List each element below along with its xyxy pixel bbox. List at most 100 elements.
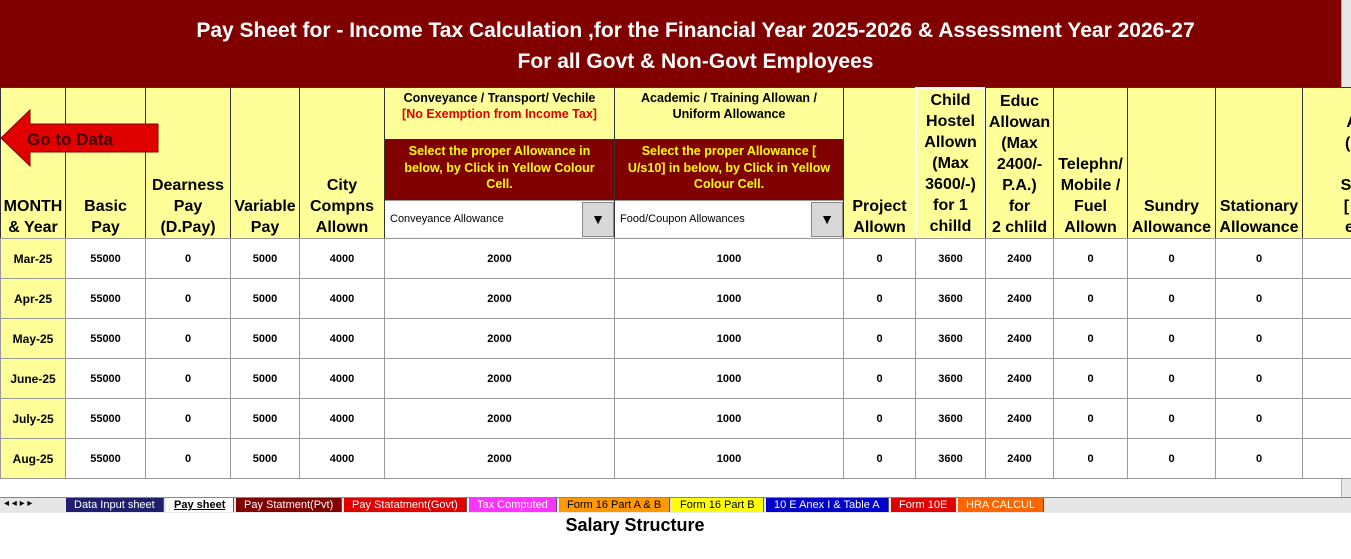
month-cell[interactable]: Aug-25	[0, 438, 66, 479]
value-cell[interactable]: 5000	[230, 438, 300, 479]
sheet-tab[interactable]: Form 10E	[891, 498, 957, 512]
value-cell[interactable]: 3600	[915, 358, 986, 399]
value-cell[interactable]: 0	[843, 398, 916, 439]
value-cell[interactable]: 0	[145, 318, 231, 359]
value-cell[interactable]: 2400	[985, 238, 1054, 279]
month-cell[interactable]: May-25	[0, 318, 66, 359]
value-cell[interactable]: 0	[1215, 238, 1303, 279]
dropdown-button[interactable]: ▼	[811, 201, 843, 237]
sheet-tab[interactable]: Pay sheet	[166, 498, 235, 512]
value-cell[interactable]: 0	[1053, 438, 1128, 479]
dropdown-button[interactable]: ▼	[582, 201, 614, 237]
value-cell[interactable]: 0	[145, 278, 231, 319]
value-cell[interactable]: 0	[1127, 318, 1216, 359]
value-cell[interactable]: 55000	[65, 238, 146, 279]
value-cell[interactable]: 0	[145, 398, 231, 439]
value-cell[interactable]: 1000	[614, 438, 844, 479]
value-cell[interactable]: 0	[1053, 358, 1128, 399]
value-cell[interactable]: 55000	[65, 358, 146, 399]
value-cell[interactable]: 5000	[230, 238, 300, 279]
value-cell[interactable]: 4000	[299, 278, 385, 319]
value-cell[interactable]: 55000	[65, 318, 146, 359]
value-cell[interactable]: 2000	[384, 358, 615, 399]
value-cell[interactable]: 2000	[384, 278, 615, 319]
month-cell[interactable]: Mar-25	[0, 238, 66, 279]
value-cell[interactable]: 2400	[985, 438, 1054, 479]
tab-nav[interactable]: ◂ ◂ ▸ ▸	[4, 498, 33, 509]
value-cell[interactable]: 0	[145, 238, 231, 279]
value-cell[interactable]: 0	[1215, 318, 1303, 359]
value-cell[interactable]: 0	[843, 238, 916, 279]
value-cell[interactable]: 2000	[384, 438, 615, 479]
go-to-data-label[interactable]: Go to Data	[27, 130, 113, 149]
value-cell[interactable]: 0	[1127, 238, 1216, 279]
sheet-tab[interactable]: Form 16 Part B	[672, 498, 764, 512]
value-cell[interactable]: 3600	[915, 238, 986, 279]
value-cell[interactable]: 4000	[299, 358, 385, 399]
dropdown[interactable]: Conveyance Allowance ▼	[385, 200, 614, 237]
value-cell[interactable]	[1302, 398, 1351, 439]
value-cell[interactable]: 3600	[915, 438, 986, 479]
value-cell[interactable]	[1302, 238, 1351, 279]
value-cell[interactable]: 4000	[299, 318, 385, 359]
value-cell[interactable]: 2400	[985, 358, 1054, 399]
value-cell[interactable]: 1000	[614, 318, 844, 359]
sheet-tab[interactable]: Data Input sheet	[66, 498, 164, 512]
value-cell[interactable]: 5000	[230, 358, 300, 399]
value-cell[interactable]: 4000	[299, 438, 385, 479]
value-cell[interactable]: 0	[1127, 358, 1216, 399]
month-cell[interactable]: Apr-25	[0, 278, 66, 319]
value-cell[interactable]: 1000	[614, 358, 844, 399]
value-cell[interactable]: 0	[1127, 398, 1216, 439]
value-cell[interactable]: 3600	[915, 398, 986, 439]
value-cell[interactable]: 0	[1053, 398, 1128, 439]
value-cell[interactable]: 0	[1127, 278, 1216, 319]
value-cell[interactable]: 0	[1215, 438, 1303, 479]
sheet-tab[interactable]: Pay Statment(Pvt)	[236, 498, 343, 512]
value-cell[interactable]: 0	[1215, 278, 1303, 319]
value-cell[interactable]: 0	[843, 358, 916, 399]
dropdown[interactable]: Food/Coupon Allowances ▼	[615, 200, 843, 237]
value-cell[interactable]: 2400	[985, 398, 1054, 439]
value-cell[interactable]: 4000	[299, 398, 385, 439]
value-cell[interactable]: 4000	[299, 238, 385, 279]
sheet-tab[interactable]: Pay Statatment(Govt)	[344, 498, 467, 512]
value-cell[interactable]: 1000	[614, 398, 844, 439]
value-cell[interactable]: 3600	[915, 318, 986, 359]
value-cell[interactable]: 0	[145, 438, 231, 479]
value-cell[interactable]: 2000	[384, 318, 615, 359]
value-cell[interactable]: 55000	[65, 438, 146, 479]
value-cell[interactable]: 0	[1215, 358, 1303, 399]
value-cell[interactable]	[1302, 358, 1351, 399]
sheet-tab[interactable]: 10 E Anex I & Table A	[766, 498, 889, 512]
sheet-tab[interactable]: Tax Computed	[469, 498, 557, 512]
month-cell[interactable]: July-25	[0, 398, 66, 439]
value-cell[interactable]: 0	[1053, 318, 1128, 359]
sheet-tab[interactable]: Form 16 Part A & B	[559, 498, 671, 512]
value-cell[interactable]: 3600	[915, 278, 986, 319]
value-cell[interactable]	[1302, 278, 1351, 319]
value-cell[interactable]: 2400	[985, 278, 1054, 319]
month-cell[interactable]: June-25	[0, 358, 66, 399]
value-cell[interactable]: 55000	[65, 278, 146, 319]
value-cell[interactable]: 0	[1127, 438, 1216, 479]
arrow-shape[interactable]	[0, 109, 159, 167]
sheet-tab[interactable]: HRA CALCUL	[958, 498, 1045, 512]
value-cell[interactable]: 55000	[65, 398, 146, 439]
value-cell[interactable]: 2000	[384, 398, 615, 439]
value-cell[interactable]	[1302, 438, 1351, 479]
value-cell[interactable]: 5000	[230, 318, 300, 359]
value-cell[interactable]: 0	[1053, 238, 1128, 279]
value-cell[interactable]: 2000	[384, 238, 615, 279]
value-cell[interactable]: 0	[843, 278, 916, 319]
value-cell[interactable]: 0	[843, 438, 916, 479]
value-cell[interactable]: 0	[145, 358, 231, 399]
value-cell[interactable]: 5000	[230, 398, 300, 439]
go-to-data-button[interactable]: Go to Data	[0, 109, 160, 167]
value-cell[interactable]: 5000	[230, 278, 300, 319]
value-cell[interactable]: 0	[843, 318, 916, 359]
value-cell[interactable]	[1302, 318, 1351, 359]
value-cell[interactable]: 0	[1053, 278, 1128, 319]
value-cell[interactable]: 2400	[985, 318, 1054, 359]
value-cell[interactable]: 0	[1215, 398, 1303, 439]
